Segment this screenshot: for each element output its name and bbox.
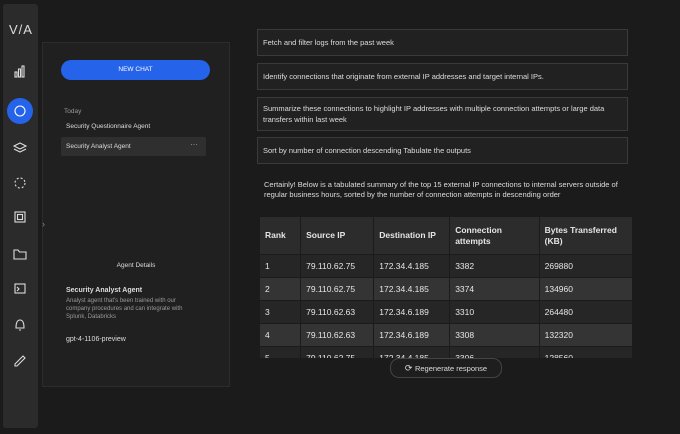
- collapse-chevron[interactable]: ›: [42, 219, 45, 229]
- regenerate-button[interactable]: ⟳ Regenerate response: [390, 358, 502, 378]
- folder-icon[interactable]: [14, 250, 26, 259]
- table-cell: 5: [260, 347, 301, 359]
- table-cell: 3382: [450, 255, 539, 278]
- prompt: Sort by number of connection descending …: [257, 137, 628, 164]
- table-row: 379.110.62.63172.34.6.1893310264480: [260, 301, 633, 324]
- table-cell: 1: [260, 255, 301, 278]
- chat-item[interactable]: Security Questionnaire Agent: [66, 123, 150, 130]
- table-cell: 79.110.62.63: [301, 301, 374, 324]
- table-cell: 4: [260, 324, 301, 347]
- network-icon[interactable]: [15, 178, 25, 188]
- table-cell: 3374: [450, 278, 539, 301]
- agent-description: Analyst agent that's been trained with o…: [66, 297, 201, 321]
- prompt: Summarize these connections to highlight…: [257, 97, 628, 131]
- table-row: 179.110.62.75172.34.4.1853382269880: [260, 255, 633, 278]
- regenerate-label: Regenerate response: [415, 364, 487, 373]
- chat-icon[interactable]: [7, 98, 33, 124]
- header-row: RankSource IPDestination IPConnection at…: [260, 217, 633, 255]
- chat-item[interactable]: Security Analyst Agent: [66, 143, 131, 150]
- column-header: Bytes Transferred (KB): [539, 217, 632, 255]
- table-cell: 264480: [539, 301, 632, 324]
- table-cell: 3308: [450, 324, 539, 347]
- table-cell: 3: [260, 301, 301, 324]
- prompt: Fetch and filter logs from the past week: [257, 29, 628, 56]
- response-text: Certainly! Below is a tabulated summary …: [264, 180, 636, 200]
- agent-model: gpt-4-1106-preview: [66, 336, 126, 343]
- table-cell: 79.110.62.75: [301, 255, 374, 278]
- column-header: Connection attempts: [450, 217, 539, 255]
- table-cell: 128560: [539, 347, 632, 359]
- layers-icon[interactable]: [14, 143, 26, 152]
- chat-item-selected[interactable]: Security Analyst Agent ···: [61, 137, 206, 156]
- table-cell: 79.110.62.63: [301, 324, 374, 347]
- table-body: 179.110.62.75172.34.4.1853382269880279.1…: [260, 255, 633, 359]
- refresh-icon: ⟳: [405, 363, 415, 373]
- table-cell: 132320: [539, 324, 632, 347]
- table-row: 279.110.62.75172.34.4.1853374134960: [260, 278, 633, 301]
- agent-name: Security Analyst Agent: [66, 287, 142, 294]
- more-menu[interactable]: ···: [190, 140, 198, 149]
- table-cell: 3310: [450, 301, 539, 324]
- table-row: 579.110.62.75172.34.4.1853306128560: [260, 347, 633, 359]
- table-cell: 269880: [539, 255, 632, 278]
- new-chat-button[interactable]: NEW CHAT: [61, 60, 210, 80]
- results-table: RankSource IPDestination IPConnection at…: [260, 217, 633, 358]
- stats-icon[interactable]: [15, 66, 24, 77]
- chat-panel: NEW CHAT Today Security Questionnaire Ag…: [42, 42, 230, 387]
- table-row: 479.110.62.63172.34.6.1893308132320: [260, 324, 633, 347]
- column-header: Destination IP: [374, 217, 450, 255]
- table-cell: 172.34.4.185: [374, 347, 450, 359]
- bell-icon[interactable]: [16, 320, 24, 330]
- table-cell: 79.110.62.75: [301, 278, 374, 301]
- table-container: RankSource IPDestination IPConnection at…: [260, 217, 633, 358]
- table-cell: 3306: [450, 347, 539, 359]
- terminal-icon[interactable]: [15, 284, 25, 293]
- sidebar: V/A: [3, 4, 38, 428]
- column-header: Rank: [260, 217, 301, 255]
- column-header: Source IP: [301, 217, 374, 255]
- table-cell: 172.34.4.185: [374, 255, 450, 278]
- nav-icons: [3, 4, 38, 428]
- prompt: Identify connections that originate from…: [257, 63, 628, 90]
- edit-icon[interactable]: [15, 356, 25, 366]
- agent-details-heading: Agent Details: [43, 262, 229, 269]
- table-cell: 172.34.6.189: [374, 301, 450, 324]
- table-cell: 172.34.6.189: [374, 324, 450, 347]
- table-cell: 79.110.62.75: [301, 347, 374, 359]
- table-cell: 2: [260, 278, 301, 301]
- table-cell: 134960: [539, 278, 632, 301]
- book-icon[interactable]: [15, 212, 25, 222]
- section-label: Today: [64, 108, 81, 115]
- table-cell: 172.34.4.185: [374, 278, 450, 301]
